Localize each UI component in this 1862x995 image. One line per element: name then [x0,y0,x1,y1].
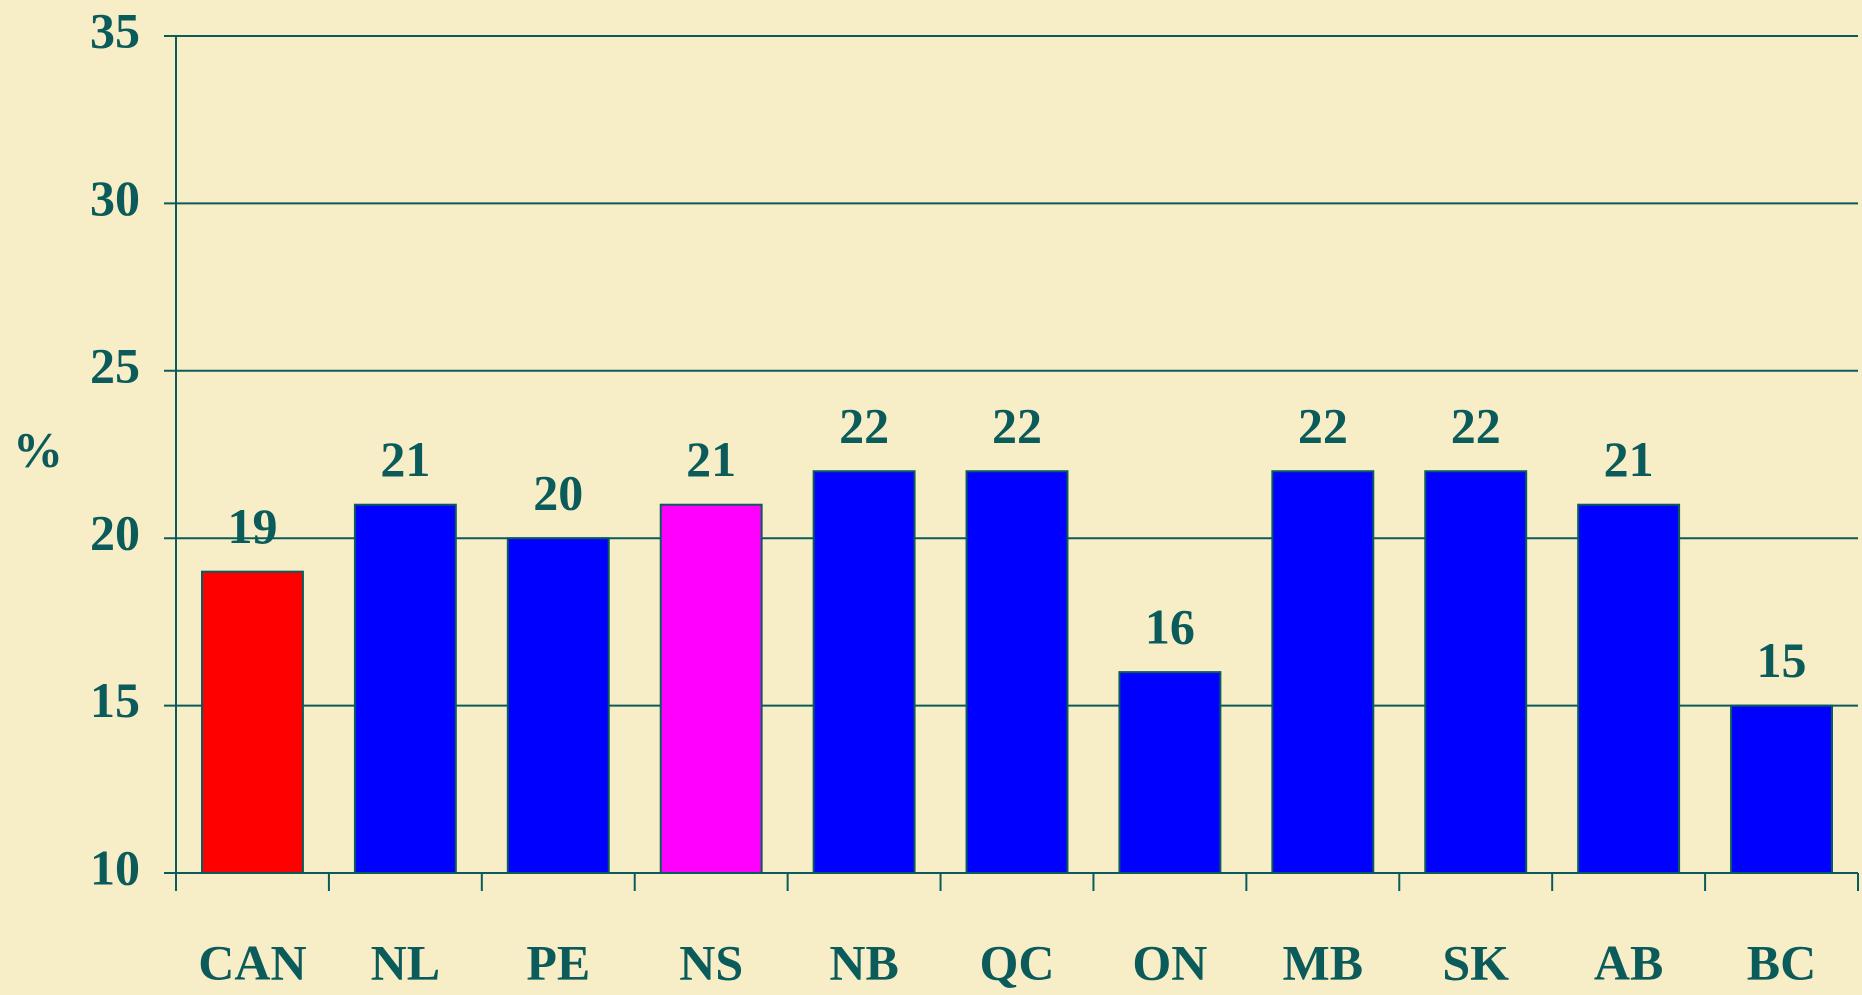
bar [1271,470,1375,874]
x-tick-label: ON [1132,934,1207,990]
bar [353,503,457,874]
bar [1730,704,1834,874]
x-tick-label: MB [1283,934,1364,990]
bar [1118,671,1222,874]
value-label: 21 [380,431,430,487]
bar [965,470,1069,874]
value-label: 16 [1145,599,1195,655]
x-tick-label: CAN [198,934,306,990]
x-tick-label: SK [1442,934,1509,990]
value-label: 21 [1604,431,1654,487]
bar [506,537,610,874]
y-axis-label: % [13,421,63,477]
x-tick-label: NB [829,934,898,990]
y-tick-label: 20 [90,505,140,561]
bar [200,570,304,874]
x-tick-label: NL [371,934,440,990]
x-tick-label: NS [679,934,743,990]
value-label: 22 [992,398,1042,454]
value-label: 22 [839,398,889,454]
value-label: 19 [227,498,277,554]
bar [812,470,916,874]
y-tick-label: 35 [90,2,140,58]
x-tick-label: PE [526,934,590,990]
bar [1424,470,1528,874]
y-tick-label: 30 [90,170,140,226]
x-tick-label: BC [1747,934,1816,990]
bar [659,503,763,874]
y-tick-label: 25 [90,337,140,393]
value-label: 15 [1757,632,1807,688]
x-tick-label: AB [1594,934,1663,990]
x-tick-label: QC [980,934,1055,990]
value-label: 22 [1298,398,1348,454]
value-label: 22 [1451,398,1501,454]
y-tick-label: 15 [90,672,140,728]
y-tick-label: 10 [90,839,140,895]
bar [1577,503,1681,874]
value-label: 20 [533,465,583,521]
value-label: 21 [686,431,736,487]
